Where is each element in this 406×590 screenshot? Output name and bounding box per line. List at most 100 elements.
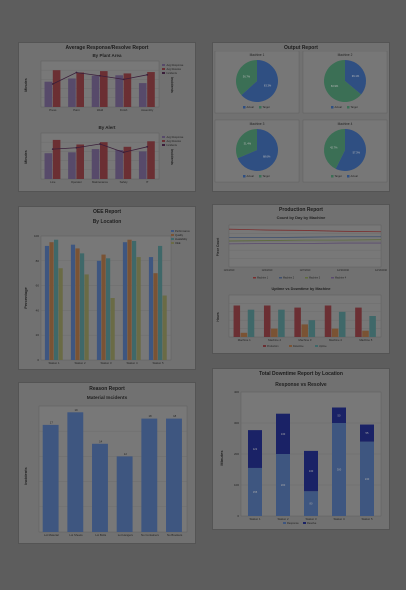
x-tick-label: Maintenance [92, 180, 108, 184]
bar [338, 311, 346, 337]
pie-slice [335, 129, 366, 171]
y-axis-label: Piece Count [216, 237, 220, 256]
bar [44, 245, 50, 360]
uptime-vs-downtime-chart: Uptime vs Downtime by Machine Machine 1 Ma… [216, 287, 382, 348]
bar [331, 328, 339, 337]
bar-value-label: 14 [99, 439, 103, 443]
bar [70, 244, 76, 360]
count-by-day-chart: Count by Day by Machine 12/1/2010 12/4/201… [216, 215, 388, 280]
pie-title: Machine 2 [338, 53, 353, 57]
stacked-bar [276, 454, 290, 516]
x-tick-label: Station 5 [361, 517, 372, 521]
y-tick-label: 100 [34, 234, 39, 238]
pie-slice [237, 129, 278, 171]
bar [294, 307, 301, 337]
bar [162, 295, 167, 360]
legend-swatch [162, 140, 165, 142]
legend-swatch [259, 175, 262, 178]
stacked-bar [304, 491, 318, 516]
bar [54, 239, 59, 360]
x-tick-label: Press [49, 108, 57, 112]
legend-label: Resolve [307, 521, 317, 525]
x-tick-label: IT [146, 180, 149, 184]
bar [278, 309, 285, 337]
x-tick-label: Safety [120, 180, 129, 184]
series-line [228, 239, 382, 242]
legend-label: Actual [335, 105, 343, 109]
x-tick-label: No Containers [141, 533, 159, 537]
bar [324, 305, 332, 337]
legend-label: Machine 1 [257, 277, 269, 280]
legend-label: Incidents [167, 71, 178, 75]
plot-area [228, 224, 382, 268]
incidents-point [146, 73, 149, 76]
bar [96, 260, 102, 360]
legend-swatch [162, 64, 165, 66]
legend-swatch [162, 136, 165, 138]
chart-title: By Location [93, 219, 122, 225]
bar [122, 242, 128, 360]
bar [138, 83, 147, 107]
bar-value-label: 155 [253, 490, 258, 494]
x-tick-label: 12/13/2010 [375, 269, 388, 272]
incidents-point [99, 74, 101, 77]
reason-panel: Reason Report Material Incidents Lot Mate… [18, 382, 196, 544]
stacked-bar [248, 467, 262, 516]
bar [58, 268, 63, 360]
stacked-bar [248, 430, 262, 468]
incidents-point [75, 71, 78, 74]
legend-label: Actual [351, 174, 359, 178]
bar [158, 245, 163, 360]
bar [68, 152, 76, 179]
x-tick-label: Station 2 [74, 361, 85, 365]
x-tick-label: Assembly [141, 108, 154, 112]
pie-slice-label: 63.3% [264, 84, 272, 88]
pie-slice [236, 129, 257, 159]
x-tick-label: Finish [120, 108, 128, 112]
bar [116, 456, 133, 532]
legend-label: Production [267, 345, 279, 348]
bar [147, 72, 155, 107]
stacked-bar [360, 441, 374, 516]
legend-label: Target [263, 105, 270, 109]
pie-slice-label: 63.9% [331, 84, 339, 88]
legend-swatch [279, 277, 282, 279]
bar [153, 273, 158, 360]
legend-swatch [289, 345, 292, 347]
legend-swatch [162, 72, 165, 74]
x-tick-label: Station 4 [333, 517, 344, 521]
y2-axis-label: Incidents [170, 149, 174, 165]
bar [100, 142, 108, 179]
bar [136, 257, 141, 360]
legend-label: OEE [175, 241, 181, 245]
x-tick-label: Operator [71, 180, 82, 184]
oee-title: OEE Report [92, 209, 122, 215]
legend-swatch [331, 175, 334, 178]
bar [148, 257, 154, 360]
plot-area [38, 405, 188, 533]
bar [123, 73, 132, 107]
x-tick-label: Station 4 [126, 361, 137, 365]
bar-value-label: 240 [365, 477, 370, 481]
bar [166, 418, 182, 532]
bar [110, 298, 115, 360]
y-axis-label: Percentage [23, 286, 28, 308]
bar [240, 332, 248, 337]
bar [49, 242, 54, 360]
pie-slice-label: 42.7% [330, 145, 338, 149]
y-tick-label: 0 [37, 358, 39, 362]
legend-swatch [283, 522, 286, 524]
series-line [229, 236, 381, 239]
x-tick-label: Station 3 [305, 517, 316, 521]
x-tick-label: 12/7/2010 [300, 269, 311, 272]
bar [100, 71, 108, 107]
legend-label: Actual [247, 174, 255, 178]
legend-label: Quality [175, 233, 184, 237]
material-incidents-chart: Material Incidents Lot Material Lot Sheets… [23, 395, 188, 537]
x-tick-label: Machine 4 [329, 338, 342, 342]
pie-slice [241, 60, 278, 102]
x-tick-label: 12/4/2010 [262, 269, 273, 272]
bar [84, 274, 89, 360]
bar [308, 320, 316, 337]
y-tick-label: 0 [237, 514, 239, 518]
